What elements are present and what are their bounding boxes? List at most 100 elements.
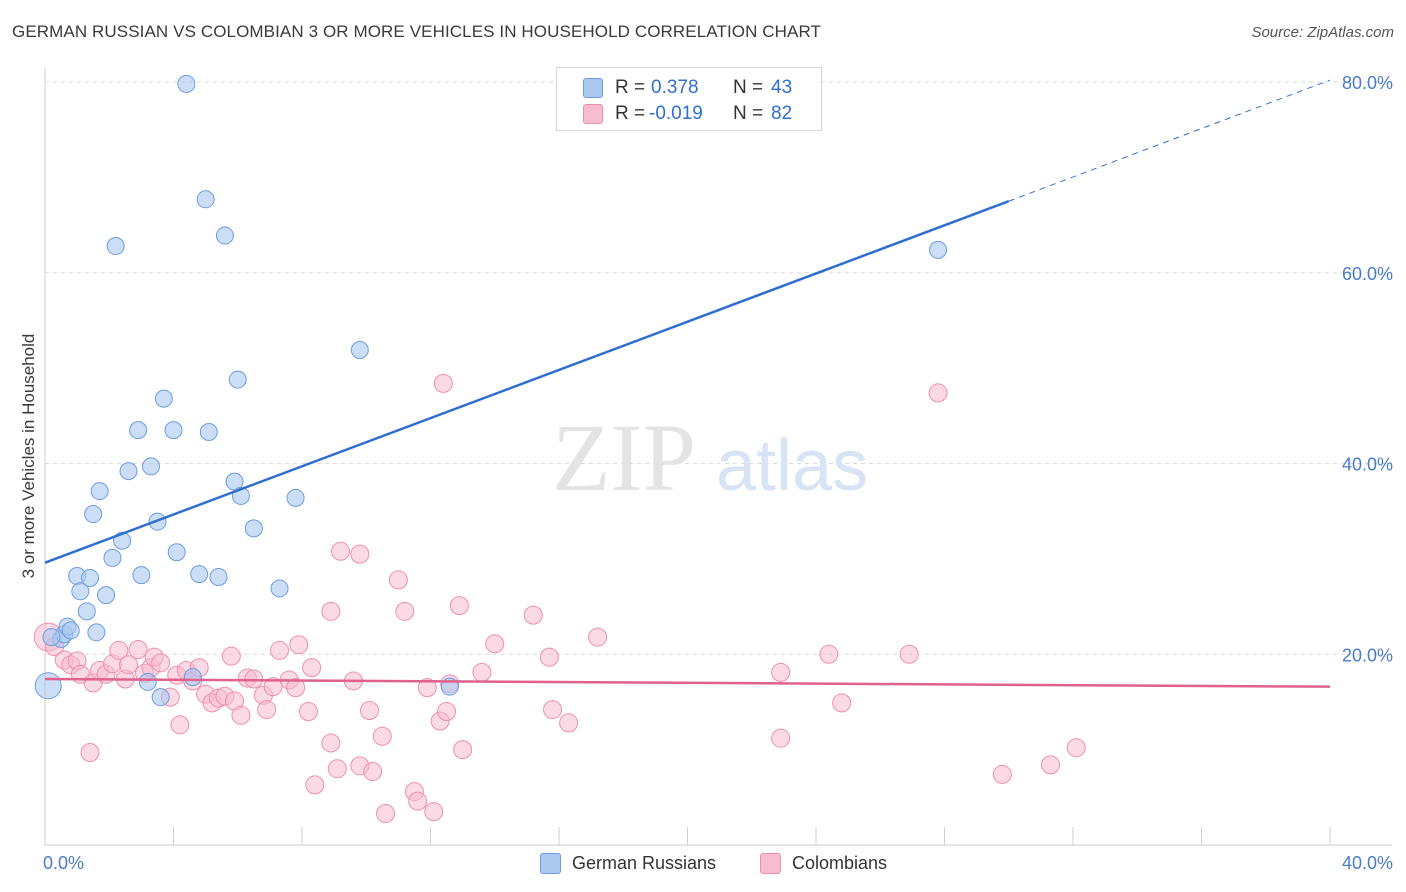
german-russians-point: [215, 226, 234, 245]
blue-swatch: [583, 78, 603, 98]
german-russians-point: [138, 672, 157, 691]
n-value: 43: [771, 77, 793, 98]
colombians-point: [424, 802, 444, 822]
german-russians-point: [34, 672, 62, 700]
german-russians-point: [132, 566, 151, 585]
german-russians-point: [129, 421, 148, 440]
gridlines: [45, 81, 1392, 655]
colombians-point: [363, 762, 383, 782]
colombians-point: [305, 775, 325, 795]
german-russians-point: [71, 582, 90, 601]
colombians-point: [543, 700, 563, 720]
colombians-point: [417, 678, 437, 698]
german-russians-point: [183, 668, 202, 687]
german-russians-point: [84, 505, 103, 524]
colombians-point: [231, 705, 251, 725]
german-russians-point: [177, 74, 196, 93]
source-credit: Source: ZipAtlas.com: [1251, 24, 1394, 41]
german-russians-point: [77, 602, 96, 621]
y-tick-label: 60.0%: [1342, 264, 1393, 284]
colombians-point: [286, 678, 306, 698]
blue-swatch: [540, 853, 561, 874]
colombians-point: [408, 791, 428, 811]
r-label: R =: [615, 77, 646, 98]
colombians-point: [485, 634, 505, 654]
colombians-point: [359, 701, 379, 721]
colombians-point: [832, 693, 852, 713]
german-russians-point: [286, 488, 305, 507]
axes: [44, 68, 1392, 846]
trend-lines: [44, 79, 1331, 688]
colombians-point: [771, 662, 791, 682]
german-russians-trend-line: [44, 200, 1010, 564]
german-russians-point: [97, 586, 116, 605]
german-russians-point: [61, 621, 80, 640]
colombians-point: [289, 635, 309, 655]
y-tick-label: 20.0%: [1342, 645, 1393, 665]
chart-title: GERMAN RUSSIAN VS COLOMBIAN 3 OR MORE VE…: [12, 22, 822, 41]
correlation-legend: R = 0.378 N = 43 R = -0.019 N = 82: [556, 67, 822, 131]
german-russians-point: [196, 190, 215, 209]
german-russians-point: [42, 628, 61, 647]
colombians-point: [270, 640, 290, 660]
colombians-point: [257, 700, 277, 720]
german-russians-point: [142, 457, 161, 476]
colombians-point: [559, 713, 579, 733]
german-russians-point: [350, 341, 369, 360]
german-russians-trend-extension: [1008, 79, 1331, 202]
colombians-point: [321, 601, 341, 621]
colombians-point: [376, 804, 396, 824]
tick-labels: 20.0% 40.0% 60.0% 80.0% 0.0% 40.0%: [43, 73, 1393, 873]
colombians-point: [472, 662, 492, 682]
colombians-point: [899, 644, 919, 664]
colombians-point: [771, 728, 791, 748]
colombians-point: [523, 605, 543, 625]
n-value: 82: [771, 103, 793, 124]
colombians-points: [33, 373, 1086, 824]
zipatlas-watermark: ZIP atlas: [552, 404, 868, 511]
pink-swatch: [583, 104, 603, 124]
german-russians-point: [228, 370, 247, 389]
colombians-point: [992, 764, 1012, 784]
colombians-point: [449, 596, 469, 616]
r-label: R =: [615, 103, 646, 124]
german-russians-point: [209, 567, 228, 586]
colombians-point: [327, 759, 347, 779]
colombians-point: [437, 701, 457, 721]
colombians-point: [151, 653, 171, 673]
german-russians-point: [119, 462, 138, 481]
colombians-point: [928, 383, 948, 403]
colombians-point: [372, 726, 392, 746]
german-russians-point: [929, 240, 948, 259]
colombians-trend-line: [44, 677, 1331, 688]
colombians-point: [588, 627, 608, 647]
colombians-point: [819, 644, 839, 664]
y-tick-label: 40.0%: [1342, 455, 1393, 475]
german-russians-point: [199, 423, 218, 442]
legend-label: Colombians: [792, 853, 888, 873]
colombians-point: [350, 544, 370, 564]
colombians-point: [321, 733, 341, 753]
n-label: N =: [733, 103, 764, 124]
legend-row-german-russians: R = 0.378 N = 43: [557, 74, 821, 102]
german-russians-point: [151, 688, 170, 707]
legend-label: German Russians: [572, 853, 717, 873]
german-russians-point: [167, 543, 186, 562]
x-tick-label: 0.0%: [43, 853, 84, 873]
colombians-point: [119, 655, 139, 675]
german-russians-point: [90, 482, 109, 501]
german-russians-point: [87, 623, 106, 642]
colombians-point: [1041, 755, 1061, 775]
colombians-point: [453, 740, 473, 760]
n-label: N =: [733, 77, 764, 98]
colombians-point: [80, 742, 100, 762]
german-russians-point: [244, 519, 263, 538]
y-tick-label: 80.0%: [1342, 73, 1393, 93]
colombians-point: [539, 647, 559, 667]
colombians-point: [433, 373, 453, 393]
colombians-point: [388, 570, 408, 590]
german-russians-point: [106, 237, 125, 256]
colombians-point: [170, 715, 190, 735]
x-tick-label: 40.0%: [1342, 853, 1393, 873]
